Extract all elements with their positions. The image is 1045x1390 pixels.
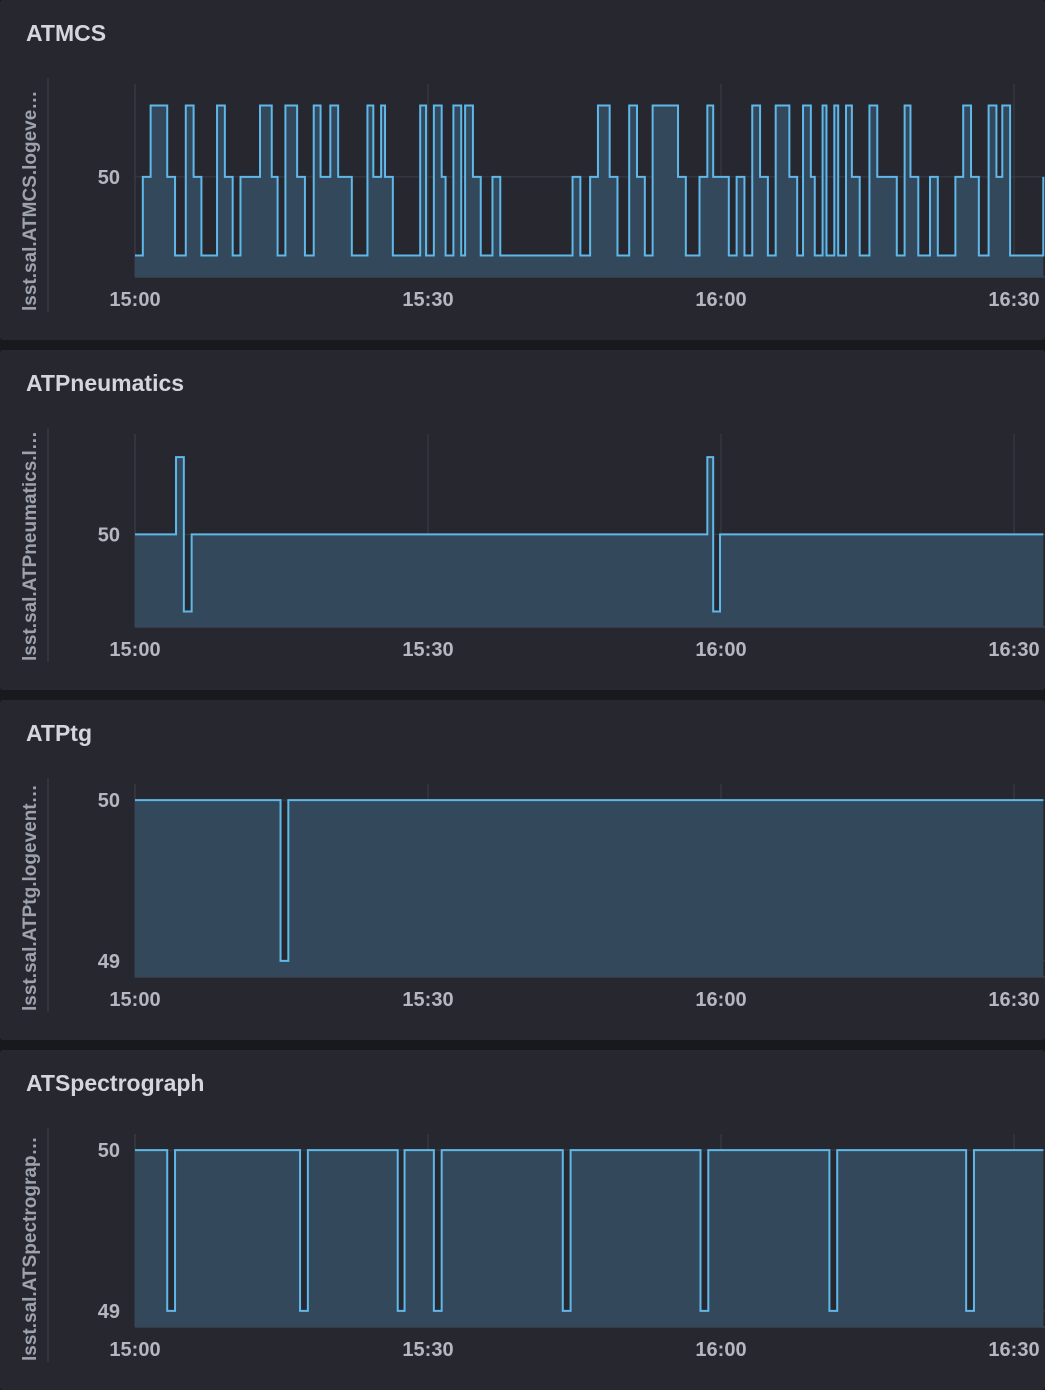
x-tick-label: 15:00 [109,289,160,311]
x-tick-label: 15:00 [109,989,160,1011]
x-tick-label: 16:30 [988,1339,1039,1361]
x-tick-label: 16:00 [695,989,746,1011]
chart-panel-atpneumatics: ATPneumatics lsst.sal.ATPneumatics.logev… [0,350,1045,690]
x-tick-label: 16:30 [988,639,1039,661]
series-line [135,1149,1044,1312]
y-tick-label: 50 [98,1140,120,1162]
series-line [135,799,1044,962]
chart-svg: 50 15:00 15:30 16:00 16:30 [47,428,1045,662]
panel-title: ATSpectrograph [26,1070,205,1096]
x-tick-label: 16:00 [695,1339,746,1361]
chart-svg: 50 49 15:00 15:30 16:00 16:30 [47,778,1045,1012]
panel-title: ATPtg [26,720,93,746]
x-tick-label: 15:00 [109,1339,160,1361]
x-tick-label: 15:00 [109,639,160,661]
panel-title: ATMCS [26,20,107,46]
chart-panel-atptg: ATPtg lsst.sal.ATPtg.logevent_heartbeat … [0,700,1045,1040]
x-tick-label: 15:30 [402,289,453,311]
series-area-fill [135,457,1044,627]
x-tick-label: 16:30 [988,989,1039,1011]
series-line [135,456,1044,613]
x-tick-label: 15:30 [402,1339,453,1361]
chart-svg: 50 49 15:00 15:30 16:00 16:30 [47,1128,1045,1362]
series-area-fill [135,105,1044,277]
y-tick-label: 49 [98,1301,120,1323]
chart-panel-atspectrograph: ATSpectrograph lsst.sal.ATSpectrograph.l… [0,1050,1045,1390]
series-area-fill [135,800,1044,977]
x-tick-label: 16:00 [695,289,746,311]
series-area-fill [135,1150,1044,1327]
series-line [135,104,1045,257]
y-tick-label: 50 [98,524,120,546]
chart-svg: 50 15:00 15:30 16:00 16:30 [47,78,1045,312]
panel-title: ATPneumatics [26,370,185,396]
y-tick-label: 49 [98,951,120,973]
x-tick-label: 16:30 [988,289,1039,311]
x-tick-label: 16:00 [695,639,746,661]
y-tick-label: 50 [98,167,120,189]
x-tick-label: 15:30 [402,639,453,661]
chart-panel-atmcs: ATMCS lsst.sal.ATMCS.logevent_heartbeat … [0,0,1045,340]
x-tick-label: 15:30 [402,989,453,1011]
y-tick-label: 50 [98,790,120,812]
